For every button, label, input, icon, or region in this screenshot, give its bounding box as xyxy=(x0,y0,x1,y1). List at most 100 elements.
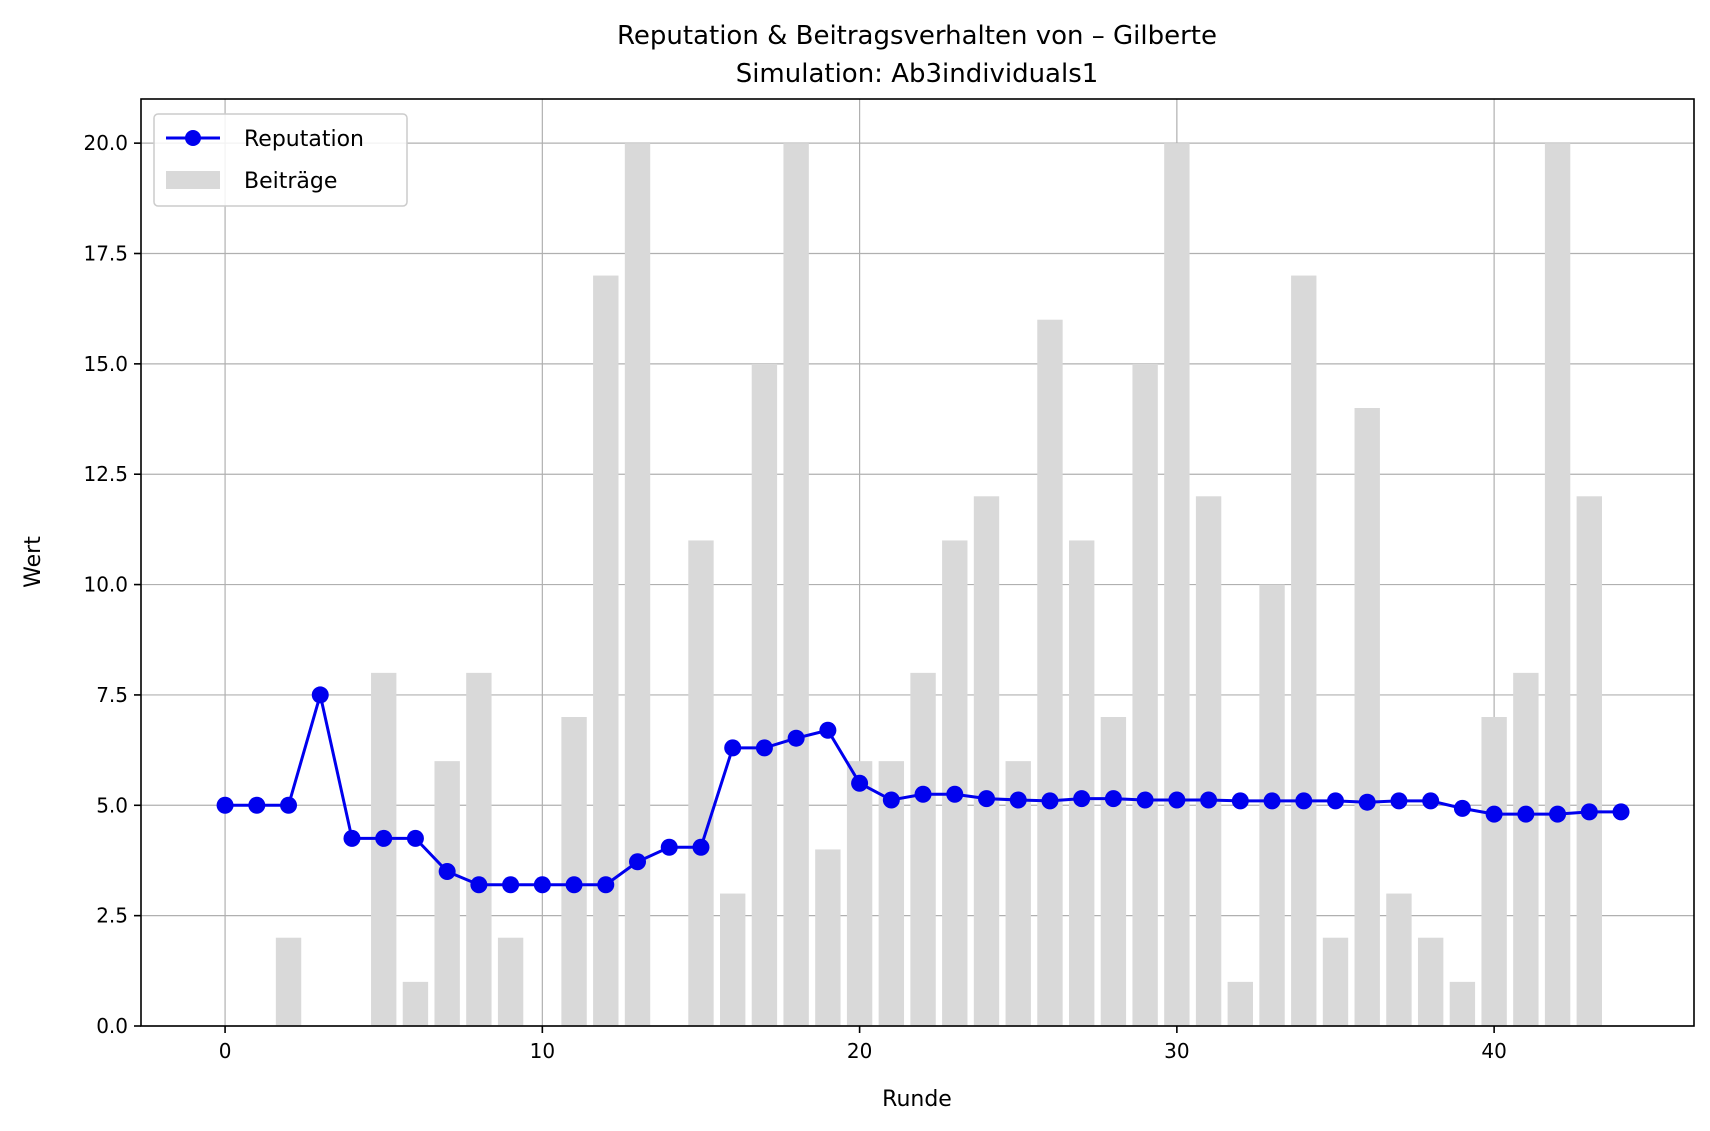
point-reputation-27 xyxy=(1073,790,1091,808)
bar-beitraege-22 xyxy=(910,672,936,1026)
y-tick-label-5: 12.5 xyxy=(83,462,128,486)
bar-beitraege-13 xyxy=(624,143,651,1027)
point-reputation-32 xyxy=(1231,792,1249,810)
point-reputation-41 xyxy=(1517,805,1535,823)
point-reputation-33 xyxy=(1263,792,1281,810)
chart-title: Reputation & Beitragsverhalten von – Gil… xyxy=(617,21,1217,51)
point-reputation-19 xyxy=(819,721,837,739)
grid xyxy=(141,99,1694,1027)
bar-beitraege-37 xyxy=(1386,893,1412,1026)
point-reputation-44 xyxy=(1612,803,1630,821)
bar-beitraege-19 xyxy=(815,849,841,1026)
y-tick-label-0: 0.0 xyxy=(96,1014,128,1038)
y-axis-ticks: 0.0 2.5 5.0 7.5 10.0 12.5 15.0 17.5 20.0 xyxy=(83,131,141,1038)
legend-beitraege-label: Beiträge xyxy=(244,169,337,194)
bar-beitraege-32 xyxy=(1227,981,1254,1026)
bar-beitraege-9 xyxy=(497,937,524,1026)
bar-beitraege-20 xyxy=(846,761,873,1026)
point-reputation-42 xyxy=(1549,805,1567,823)
point-reputation-20 xyxy=(851,774,869,792)
x-tick-label-0: 0 xyxy=(219,1039,232,1063)
bar-beitraege-34 xyxy=(1291,275,1317,1027)
point-reputation-23 xyxy=(946,785,964,803)
y-tick-label-3: 7.5 xyxy=(96,683,128,707)
point-reputation-25 xyxy=(1009,791,1027,809)
bar-beitraege-26 xyxy=(1037,319,1063,1026)
legend-reputation-label: Reputation xyxy=(244,127,364,152)
bar-beitraege-43 xyxy=(1576,496,1602,1026)
line-reputation xyxy=(216,686,1630,894)
bar-beitraege-31 xyxy=(1195,496,1222,1026)
x-tick-label-2: 20 xyxy=(847,1039,872,1063)
bar-beitraege-7 xyxy=(434,761,460,1026)
y-tick-label-8: 20.0 xyxy=(83,131,128,155)
point-reputation-1 xyxy=(248,796,266,814)
bar-beitraege-23 xyxy=(942,540,968,1026)
point-reputation-36 xyxy=(1358,793,1376,811)
point-reputation-30 xyxy=(1168,791,1186,809)
point-reputation-12 xyxy=(597,876,615,894)
bar-beitraege-39 xyxy=(1449,981,1476,1026)
y-tick-label-4: 10.0 xyxy=(83,573,128,597)
bar-beitraege-18 xyxy=(783,143,809,1027)
point-reputation-26 xyxy=(1041,792,1059,810)
point-reputation-40 xyxy=(1485,805,1503,823)
bar-beitraege-6 xyxy=(402,981,429,1026)
x-axis-ticks: 0 10 20 30 40 xyxy=(219,1026,1507,1063)
legend-beitraege-swatch xyxy=(166,171,220,189)
axes xyxy=(140,98,1695,1027)
bar-beitraege-38 xyxy=(1417,937,1444,1026)
point-reputation-9 xyxy=(502,876,520,894)
bars-beitraege xyxy=(275,143,1602,1027)
bar-beitraege-16 xyxy=(720,893,746,1026)
bar-beitraege-17 xyxy=(751,363,778,1026)
legend-reputation-marker xyxy=(185,130,201,146)
y-tick-label-1: 2.5 xyxy=(96,904,128,928)
y-tick-label-2: 5.0 xyxy=(96,793,128,817)
point-reputation-29 xyxy=(1136,791,1154,809)
point-reputation-14 xyxy=(660,838,678,856)
x-tick-label-3: 30 xyxy=(1164,1039,1189,1063)
bar-beitraege-5 xyxy=(371,672,397,1026)
point-reputation-0 xyxy=(216,796,234,814)
point-reputation-18 xyxy=(787,729,805,747)
point-reputation-15 xyxy=(692,838,710,856)
point-reputation-34 xyxy=(1295,792,1313,810)
y-tick-label-7: 17.5 xyxy=(83,242,128,266)
point-reputation-4 xyxy=(343,829,361,847)
point-reputation-28 xyxy=(1104,790,1122,808)
point-reputation-35 xyxy=(1326,792,1344,810)
bar-beitraege-2 xyxy=(275,937,302,1026)
point-reputation-5 xyxy=(375,829,393,847)
legend: Reputation Beiträge xyxy=(153,113,408,207)
bar-beitraege-24 xyxy=(973,496,1000,1026)
point-reputation-3 xyxy=(311,686,329,704)
point-reputation-39 xyxy=(1453,799,1471,817)
point-reputation-43 xyxy=(1580,803,1598,821)
point-reputation-37 xyxy=(1390,792,1408,810)
bar-beitraege-28 xyxy=(1100,717,1127,1026)
y-tick-label-6: 15.0 xyxy=(83,352,128,376)
point-reputation-22 xyxy=(914,785,932,803)
bar-beitraege-27 xyxy=(1068,540,1095,1026)
chart-subtitle: Simulation: Ab3individuals1 xyxy=(736,59,1099,89)
bar-beitraege-8 xyxy=(466,672,492,1026)
bar-beitraege-36 xyxy=(1354,408,1380,1026)
bar-beitraege-12 xyxy=(593,275,619,1027)
bar-beitraege-35 xyxy=(1322,937,1349,1026)
point-reputation-24 xyxy=(978,790,996,808)
bar-beitraege-29 xyxy=(1132,363,1158,1026)
bar-beitraege-30 xyxy=(1164,143,1190,1027)
bar-beitraege-40 xyxy=(1481,717,1507,1026)
plot-frame xyxy=(140,98,1695,1027)
point-reputation-10 xyxy=(533,876,551,894)
x-tick-label-1: 10 xyxy=(530,1039,555,1063)
bar-beitraege-15 xyxy=(688,540,714,1026)
point-reputation-7 xyxy=(438,863,456,880)
x-axis-label: Runde xyxy=(882,1087,952,1112)
bar-beitraege-11 xyxy=(561,717,587,1026)
point-reputation-16 xyxy=(724,739,742,757)
point-reputation-31 xyxy=(1200,791,1218,809)
point-reputation-21 xyxy=(882,791,900,809)
